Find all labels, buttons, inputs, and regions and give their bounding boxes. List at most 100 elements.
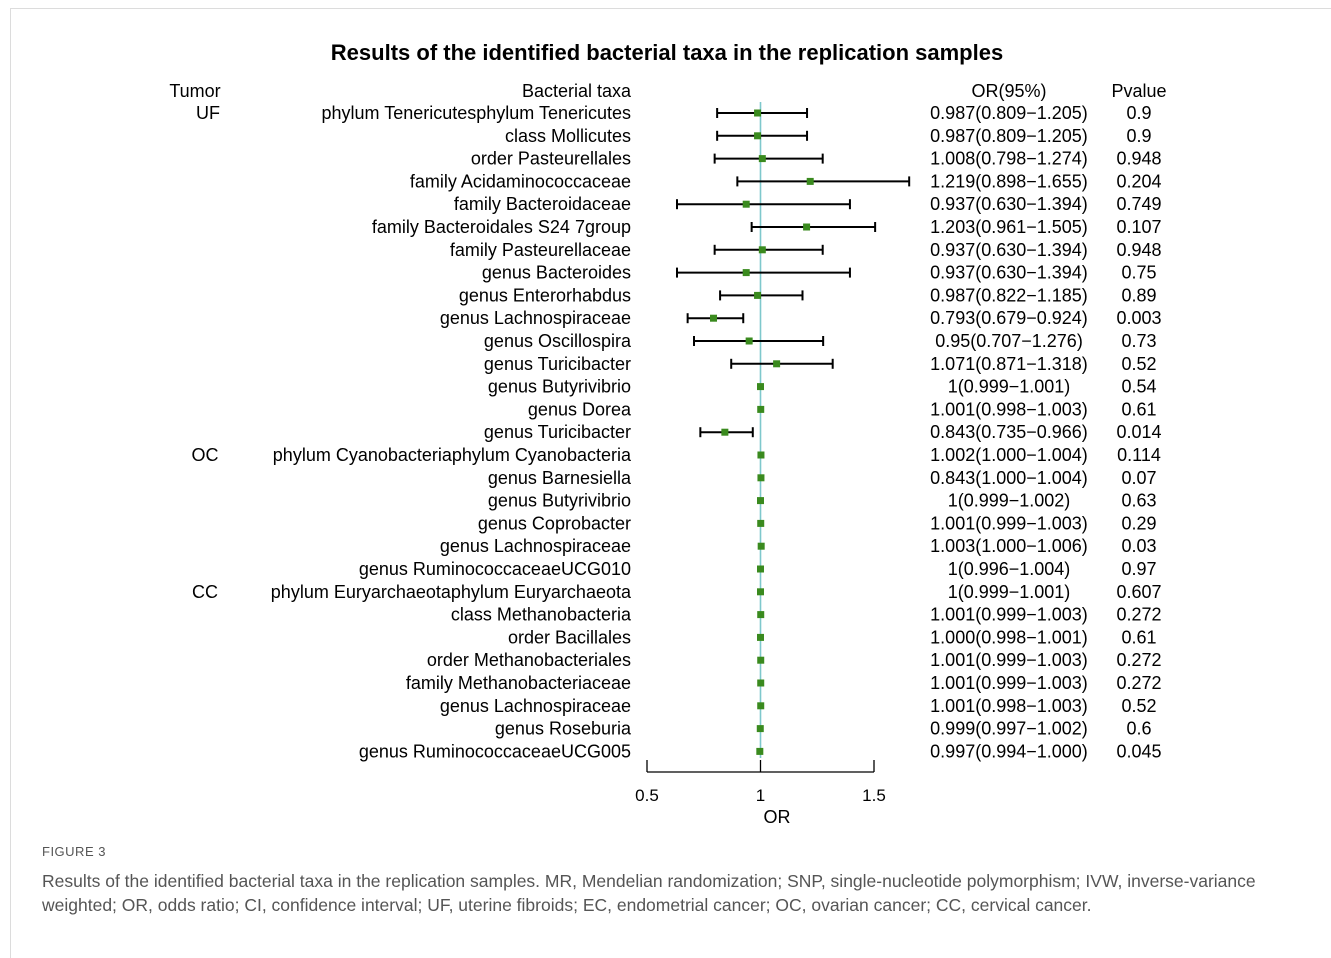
or-point	[757, 497, 764, 505]
or-point	[803, 223, 811, 231]
taxon-label: family Acidaminococcaceae	[410, 171, 631, 191]
taxon-label: genus Coprobacter	[478, 513, 631, 533]
taxon-label: order Pasteurellales	[471, 149, 631, 169]
or-ci-value: 1.003(1.000−1.006)	[930, 536, 1088, 556]
or-ci-value: 0.937(0.630−1.394)	[930, 194, 1088, 214]
or-point	[757, 519, 765, 527]
group-label: OC	[192, 445, 219, 465]
x-axis-title: OR	[764, 807, 791, 827]
figure-frame	[10, 8, 1331, 958]
taxon-label: genus Roseburia	[495, 719, 632, 739]
or-ci-value: 0.997(0.994−1.000)	[930, 741, 1088, 761]
or-ci-value: 1(0.999−1.001)	[948, 377, 1071, 397]
p-value: 0.948	[1116, 149, 1161, 169]
p-value: 0.014	[1116, 422, 1161, 442]
taxon-label: phylum Cyanobacteriaphylum Cyanobacteria	[273, 445, 632, 465]
or-point	[756, 747, 764, 755]
or-ci-value: 1.219(0.898−1.655)	[930, 171, 1088, 191]
group-label: CC	[192, 582, 218, 602]
or-ci-value: 0.95(0.707−1.276)	[935, 331, 1083, 351]
p-value: 0.003	[1116, 308, 1161, 328]
p-value: 0.63	[1121, 491, 1156, 511]
p-value: 0.045	[1116, 741, 1161, 761]
p-value: 0.61	[1121, 399, 1156, 419]
or-point	[758, 246, 766, 254]
p-value: 0.948	[1116, 240, 1161, 260]
taxon-label: genus Turicibacter	[484, 422, 631, 442]
p-value: 0.204	[1116, 171, 1161, 191]
or-ci-value: 0.987(0.809−1.205)	[930, 103, 1088, 123]
taxon-label: genus Enterorhabdus	[459, 285, 631, 305]
taxon-label: phylum Tenericutesphylum Tenericutes	[322, 103, 632, 123]
p-value: 0.97	[1121, 559, 1156, 579]
taxon-label: genus Butyrivibrio	[488, 491, 631, 511]
or-point	[806, 177, 814, 185]
or-ci-value: 1.071(0.871−1.318)	[930, 354, 1088, 374]
or-ci-value: 0.843(1.000−1.004)	[930, 468, 1088, 488]
p-value: 0.272	[1116, 650, 1161, 670]
or-ci-value: 0.843(0.735−0.966)	[930, 422, 1088, 442]
taxon-label: genus Dorea	[528, 399, 632, 419]
rows-layer: UF phylum Tenericutesphylum Tenericutes 0.…	[192, 102, 1162, 761]
or-point	[757, 633, 764, 641]
or-point	[757, 383, 764, 391]
or-ci-value: 1.001(0.999−1.003)	[930, 650, 1088, 670]
or-point	[754, 291, 762, 299]
or-point	[757, 565, 764, 573]
or-point	[773, 360, 781, 368]
or-ci-value: 1(0.999−1.001)	[948, 582, 1071, 602]
p-value: 0.6	[1126, 719, 1151, 739]
taxon-label: genus Oscillospira	[484, 331, 632, 351]
or-point	[742, 269, 750, 277]
taxon-label: family Bacteroidales S24 7group	[372, 217, 631, 237]
or-ci-value: 0.987(0.809−1.205)	[930, 126, 1088, 146]
p-value: 0.607	[1116, 582, 1161, 602]
or-ci-value: 1.203(0.961−1.505)	[930, 217, 1088, 237]
taxon-label: genus Barnesiella	[488, 468, 632, 488]
p-value: 0.272	[1116, 605, 1161, 625]
figure-label: FIGURE 3	[42, 844, 106, 859]
x-tick-label: 1	[756, 786, 765, 805]
or-point	[757, 474, 765, 482]
p-value: 0.107	[1116, 217, 1161, 237]
p-value: 0.73	[1121, 331, 1156, 351]
or-ci-value: 1.001(0.999−1.003)	[930, 605, 1088, 625]
or-ci-value: 1.002(1.000−1.004)	[930, 445, 1088, 465]
or-point	[710, 314, 718, 322]
x-tick-label: 0.5	[635, 786, 659, 805]
or-point	[757, 702, 765, 710]
p-value: 0.9	[1126, 126, 1151, 146]
p-value: 0.272	[1116, 673, 1161, 693]
taxon-label: family Methanobacteriaceae	[406, 673, 631, 693]
or-ci-value: 0.999(0.997−1.002)	[930, 719, 1088, 739]
or-ci-value: 1.000(0.998−1.001)	[930, 627, 1088, 647]
figure-caption: FIGURE 3 Results of the identified bacte…	[42, 844, 1292, 917]
p-value: 0.52	[1121, 696, 1156, 716]
header-pvalue: Pvalue	[1111, 81, 1166, 101]
or-point	[721, 428, 729, 436]
x-axis: 0.5 1 1.5	[635, 760, 886, 805]
or-point	[757, 679, 765, 687]
p-value: 0.749	[1116, 194, 1161, 214]
x-tick-label: 1.5	[862, 786, 886, 805]
or-ci-value: 0.793(0.679−0.924)	[930, 308, 1088, 328]
taxon-label: family Pasteurellaceae	[450, 240, 631, 260]
chart-title: Results of the identified bacterial taxa…	[331, 40, 1003, 65]
or-point	[757, 405, 765, 413]
taxon-label: order Bacillales	[508, 627, 631, 647]
group-label: UF	[196, 103, 220, 123]
taxon-label: genus Lachnospiraceae	[440, 536, 631, 556]
p-value: 0.114	[1117, 445, 1161, 465]
or-point	[754, 132, 762, 140]
taxon-label: phylum Euryarchaeotaphylum Euryarchaeota	[271, 582, 632, 602]
or-point	[757, 656, 765, 664]
or-ci-value: 1(0.996−1.004)	[948, 559, 1071, 579]
forest-plot: Results of the identified bacterial taxa…	[169, 40, 1166, 827]
p-value: 0.89	[1121, 285, 1156, 305]
p-value: 0.75	[1121, 263, 1156, 283]
or-ci-value: 0.937(0.630−1.394)	[930, 263, 1088, 283]
or-ci-value: 0.937(0.630−1.394)	[930, 240, 1088, 260]
or-ci-value: 1.001(0.998−1.003)	[930, 696, 1088, 716]
taxon-label: genus Lachnospiraceae	[440, 308, 631, 328]
or-point	[745, 337, 753, 345]
